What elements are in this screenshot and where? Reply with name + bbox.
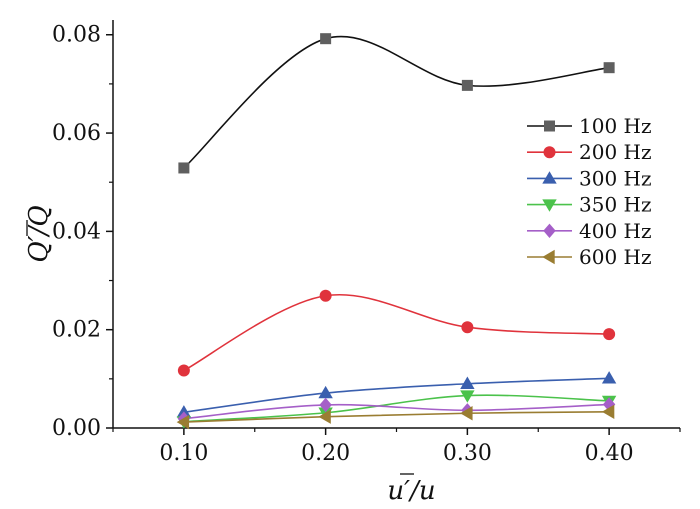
- legend-item-100-hz: 100 Hz: [527, 114, 652, 138]
- y-axis-title: Q′/Q: [24, 205, 54, 262]
- legend-marker: [542, 171, 557, 184]
- data-point-300-hz: [318, 385, 333, 399]
- legend-label: 400 Hz: [579, 219, 652, 243]
- legend-label: 350 Hz: [579, 193, 652, 217]
- series-line-300-hz: [183, 377, 610, 414]
- legend-item-400-hz: 400 Hz: [527, 219, 652, 243]
- x-tick-label: 0.20: [301, 441, 350, 466]
- y-tick-label: 0.08: [52, 23, 101, 48]
- series-markers: [176, 33, 617, 430]
- legend-item-600-hz: 600 Hz: [527, 245, 652, 269]
- legend-marker: [543, 223, 556, 238]
- legend-marker: [543, 146, 556, 159]
- series-line-200-hz: [183, 293, 610, 372]
- x-axis-title: u′/u: [387, 476, 435, 506]
- data-point-200-hz: [461, 321, 474, 334]
- series-line-600-hz: [183, 410, 610, 423]
- data-point-100-hz: [178, 162, 190, 174]
- axes: 0.00 0.02 0.04 0.06 0.08 0.10 0.20 0.30 0.40 u′/u…: [24, 20, 681, 506]
- data-point-100-hz: [320, 33, 332, 45]
- data-point-200-hz: [319, 289, 332, 302]
- legend-marker: [542, 199, 557, 212]
- data-point-600-hz: [601, 404, 615, 419]
- legend-item-200-hz: 200 Hz: [527, 140, 652, 164]
- x-tick-label: 0.10: [159, 441, 208, 466]
- legend-item-300-hz: 300 Hz: [527, 166, 652, 190]
- data-point-600-hz: [176, 414, 190, 430]
- data-point-300-hz: [176, 405, 192, 418]
- series-line-400-hz: [183, 403, 610, 420]
- series-line-100-hz: [183, 35, 610, 169]
- legend-marker: [542, 249, 555, 265]
- legend-label: 100 Hz: [579, 114, 652, 138]
- legend-item-350-hz: 350 Hz: [527, 193, 652, 217]
- legend-marker: [544, 120, 555, 132]
- data-point-600-hz: [460, 406, 473, 421]
- data-point-100-hz: [461, 79, 473, 91]
- data-point-100-hz: [603, 62, 615, 74]
- y-tick-label: 0.06: [52, 121, 101, 146]
- data-point-350-hz: [460, 390, 475, 403]
- data-point-200-hz: [177, 364, 190, 377]
- data-point-300-hz: [601, 371, 617, 384]
- data-point-200-hz: [603, 328, 616, 341]
- series-lines: [183, 35, 610, 423]
- y-tick-label: 0.00: [52, 416, 101, 441]
- data-point-600-hz: [318, 409, 331, 424]
- data-point-300-hz: [460, 376, 475, 389]
- legend-label: 600 Hz: [579, 245, 652, 269]
- data-point-400-hz: [319, 397, 332, 413]
- x-tick-label: 0.40: [585, 441, 634, 466]
- legend-label: 300 Hz: [579, 166, 652, 190]
- x-tick-label: 0.30: [443, 441, 492, 466]
- series-line-350-hz: [183, 394, 610, 423]
- y-tick-label: 0.04: [52, 219, 101, 244]
- legend-label: 200 Hz: [579, 140, 652, 164]
- y-tick-label: 0.02: [52, 318, 101, 343]
